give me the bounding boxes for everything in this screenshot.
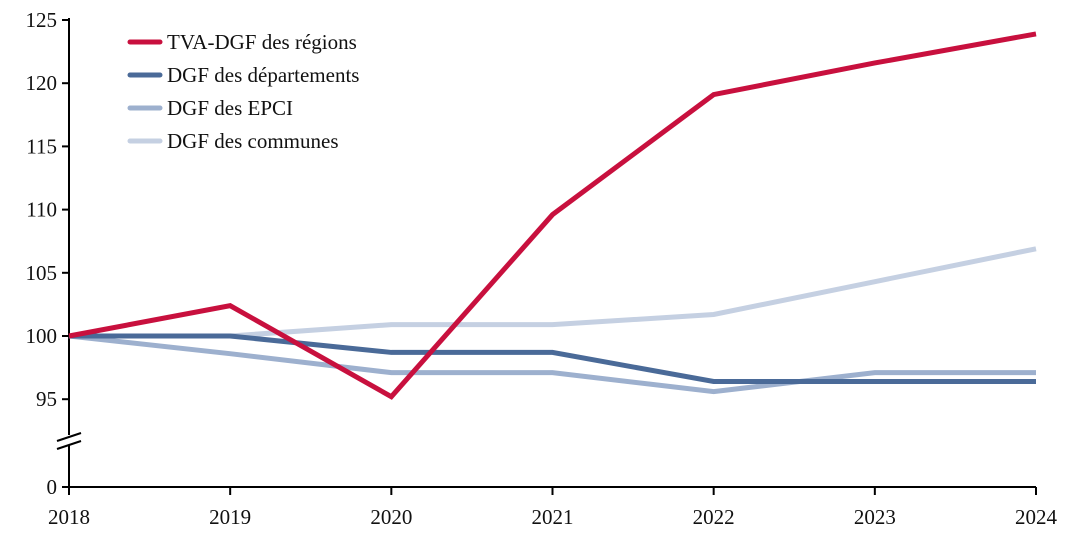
y-tick-label: 120 [26,71,58,95]
axis-break-gap [66,435,72,445]
y-tick-label: 125 [26,8,58,32]
legend-label: DGF des communes [167,129,339,153]
legend-label: DGF des EPCI [167,96,293,120]
series-line-1 [69,333,1036,385]
y-tick-label: 95 [36,387,57,411]
x-tick-label: 2019 [209,505,251,529]
x-tick-label: 2020 [370,505,412,529]
y-tick-label: 100 [26,324,58,348]
axis-break-mark [56,432,82,442]
y-tick-label: 105 [26,261,58,285]
y-tick-label: 110 [26,198,57,222]
x-tick-label: 2023 [854,505,896,529]
y-tick-label: 115 [26,134,57,158]
series-line-3 [69,246,1037,339]
y-tick-label-zero: 0 [47,475,58,499]
series-line-0 [68,31,1037,400]
legend-label: TVA-DGF des régions [167,30,357,54]
x-tick-label: 2022 [693,505,735,529]
x-tick-label: 2024 [1015,505,1058,529]
x-tick-label: 2018 [48,505,90,529]
axis-break-mark [56,440,82,450]
x-tick-label: 2021 [532,505,574,529]
series-line-2 [68,333,1036,395]
legend-label: DGF des départements [167,63,359,87]
